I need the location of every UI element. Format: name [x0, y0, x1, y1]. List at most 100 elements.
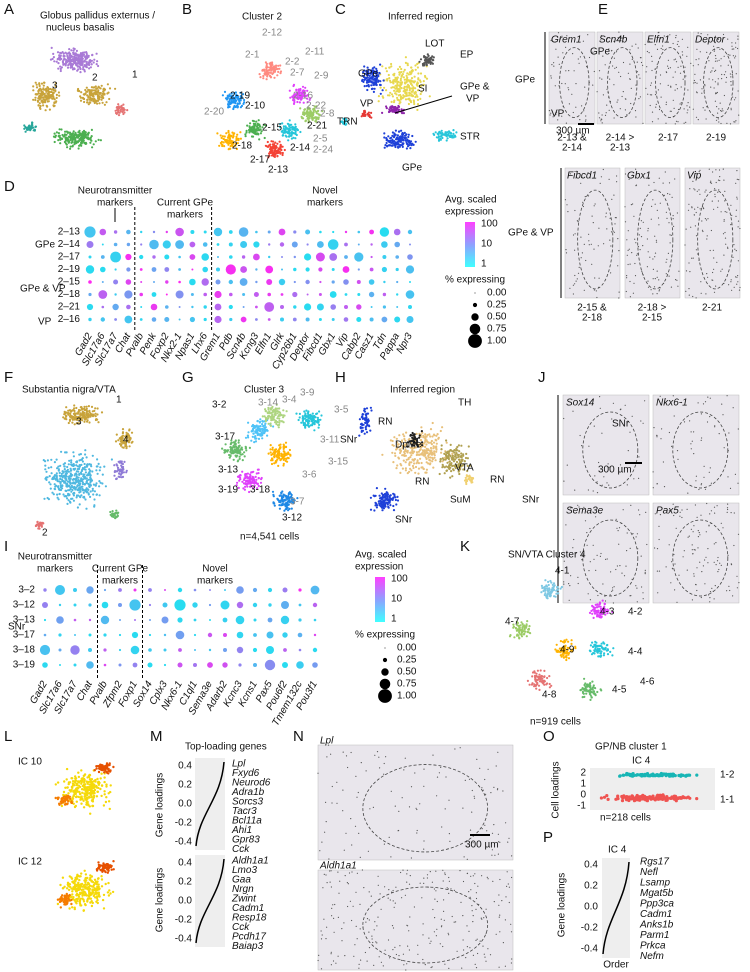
cell — [289, 449, 291, 451]
cell — [66, 466, 68, 468]
dot — [114, 243, 118, 247]
dot — [229, 243, 233, 247]
cell — [80, 494, 82, 496]
stipple — [658, 32, 659, 33]
stipple — [580, 237, 581, 238]
stipple — [657, 64, 658, 65]
cell — [264, 137, 266, 139]
cell — [281, 499, 283, 501]
cell — [294, 137, 296, 139]
cell — [289, 90, 291, 92]
dot — [176, 291, 184, 299]
cell — [397, 88, 399, 90]
stipple — [639, 234, 640, 235]
stipple — [723, 180, 724, 181]
stipple — [631, 88, 632, 89]
cell — [98, 139, 100, 141]
cell — [247, 436, 249, 438]
dot — [215, 304, 222, 311]
cell — [265, 61, 267, 63]
cell — [85, 135, 87, 137]
cell — [278, 426, 280, 428]
region-label: EP — [460, 50, 474, 61]
stipple — [579, 63, 580, 64]
stipple — [687, 109, 688, 110]
cell — [259, 125, 261, 127]
cell — [119, 470, 121, 472]
caption: 2-19 — [706, 133, 726, 144]
cell — [405, 56, 407, 58]
cell — [418, 61, 420, 63]
stipple — [688, 288, 689, 289]
cell-cloud — [279, 119, 302, 141]
stipple — [684, 123, 685, 124]
stipple — [735, 97, 736, 98]
cell — [80, 91, 82, 93]
stipple — [582, 202, 583, 203]
stipple — [720, 271, 721, 272]
dot — [240, 266, 247, 273]
dot — [166, 231, 168, 233]
cell — [126, 109, 128, 111]
cell — [56, 97, 58, 99]
cell — [393, 136, 395, 138]
stipple — [703, 207, 704, 208]
cell — [401, 108, 403, 110]
dot — [396, 268, 399, 271]
stipple — [712, 272, 713, 273]
cell — [78, 474, 80, 476]
cell — [276, 417, 278, 419]
stipple — [622, 96, 623, 97]
stipple — [573, 234, 574, 235]
stipple — [720, 65, 721, 66]
cell — [269, 75, 271, 77]
cell — [384, 147, 386, 149]
stipple — [738, 115, 739, 116]
stipple — [692, 296, 693, 297]
cluster-label: 2-5 — [313, 134, 328, 145]
stipple — [720, 110, 721, 111]
cell — [104, 104, 106, 106]
cell — [45, 471, 47, 473]
cell — [232, 445, 234, 447]
cell — [92, 98, 94, 100]
cell — [252, 433, 254, 435]
cell — [394, 110, 396, 112]
cell — [87, 97, 89, 99]
cell — [386, 79, 388, 81]
cell — [54, 475, 56, 477]
cell — [32, 85, 34, 87]
cluster-label: 3-12 — [282, 513, 302, 524]
cell — [423, 62, 425, 64]
cell — [52, 58, 54, 60]
cell — [71, 422, 73, 424]
cell — [54, 136, 56, 138]
legend-dot — [475, 293, 476, 294]
stipple — [717, 207, 718, 208]
cell — [71, 498, 73, 500]
cell — [83, 54, 85, 56]
cell — [225, 139, 227, 141]
cell — [410, 140, 412, 142]
cell — [70, 470, 72, 472]
stipple — [739, 287, 740, 288]
cell — [119, 462, 121, 464]
cell — [391, 452, 393, 454]
cell — [421, 462, 423, 464]
cluster-label: 2-18 — [232, 141, 252, 152]
stipple — [732, 74, 733, 75]
cell — [378, 95, 380, 97]
cell — [415, 466, 417, 468]
stipple — [685, 122, 686, 123]
cluster-label: 2-15 — [262, 123, 282, 134]
dot — [229, 280, 233, 284]
panel-title: Cluster 3 — [244, 385, 284, 396]
stipple — [730, 73, 731, 74]
stipple — [730, 76, 731, 77]
stipple — [694, 214, 695, 215]
stipple — [684, 108, 685, 109]
stipple — [656, 104, 657, 105]
stipple — [732, 97, 733, 98]
cell — [84, 131, 86, 133]
stipple — [578, 273, 579, 274]
